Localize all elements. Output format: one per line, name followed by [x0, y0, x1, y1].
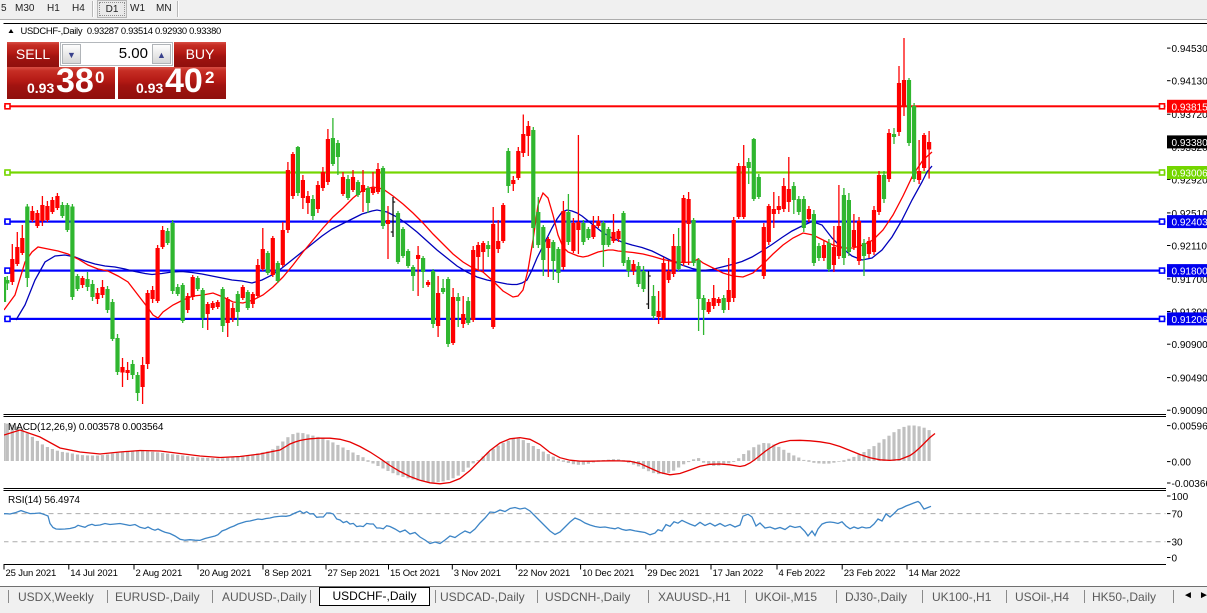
- svg-text:0: 0: [1172, 554, 1178, 565]
- svg-text:-0.00366: -0.00366: [1172, 479, 1207, 490]
- svg-text:0.91206: 0.91206: [1172, 315, 1207, 326]
- svg-text:0.90900: 0.90900: [1172, 340, 1207, 351]
- svg-text:0.91700: 0.91700: [1172, 275, 1207, 286]
- svg-text:0.92920: 0.92920: [1172, 175, 1207, 186]
- svg-text:0.90490: 0.90490: [1172, 374, 1207, 385]
- svg-text:MACD(12,26,9) 0.003578 0.00356: MACD(12,26,9) 0.003578 0.003564: [8, 422, 164, 433]
- svg-text:29 Dec 2021: 29 Dec 2021: [647, 568, 699, 579]
- svg-text:0.93815: 0.93815: [1172, 102, 1207, 113]
- svg-text:0.92403: 0.92403: [1172, 218, 1207, 229]
- svg-text:22 Nov 2021: 22 Nov 2021: [518, 568, 570, 579]
- svg-text:RSI(14) 56.4974: RSI(14) 56.4974: [8, 495, 80, 506]
- svg-text:100: 100: [1172, 492, 1189, 503]
- svg-text:14 Mar 2022: 14 Mar 2022: [909, 568, 961, 579]
- svg-text:4 Feb 2022: 4 Feb 2022: [779, 568, 826, 579]
- svg-text:14 Jul 2021: 14 Jul 2021: [70, 568, 117, 579]
- svg-text:23 Feb 2022: 23 Feb 2022: [844, 568, 896, 579]
- svg-text:15 Oct 2021: 15 Oct 2021: [390, 568, 440, 579]
- svg-text:3 Nov 2021: 3 Nov 2021: [454, 568, 501, 579]
- svg-text:0.93006: 0.93006: [1172, 169, 1207, 180]
- svg-text:20 Aug 2021: 20 Aug 2021: [200, 568, 252, 579]
- svg-text:2 Aug 2021: 2 Aug 2021: [136, 568, 183, 579]
- svg-text:USDCHF-,Daily 0.93287 0.93514: USDCHF-,Daily 0.93287 0.93514 0.92930 0.…: [21, 25, 221, 36]
- svg-text:0.94530: 0.94530: [1172, 44, 1207, 55]
- svg-text:25 Jun 2021: 25 Jun 2021: [6, 568, 57, 579]
- svg-text:10 Dec 2021: 10 Dec 2021: [582, 568, 634, 579]
- svg-text:0.94130: 0.94130: [1172, 77, 1207, 88]
- svg-text:27 Sep 2021: 27 Sep 2021: [328, 568, 380, 579]
- svg-text:0.90090: 0.90090: [1172, 406, 1207, 417]
- svg-text:0.91800: 0.91800: [1172, 267, 1207, 278]
- svg-text:0.93720: 0.93720: [1172, 110, 1207, 121]
- svg-text:30: 30: [1172, 538, 1184, 549]
- svg-text:0.00: 0.00: [1172, 458, 1192, 469]
- svg-text:0.92510: 0.92510: [1172, 209, 1207, 220]
- svg-text:0.92110: 0.92110: [1172, 242, 1207, 253]
- svg-text:8 Sep 2021: 8 Sep 2021: [265, 568, 312, 579]
- svg-text:0.005963: 0.005963: [1172, 422, 1207, 433]
- svg-text:0.93380: 0.93380: [1172, 138, 1207, 149]
- svg-text:70: 70: [1172, 510, 1184, 521]
- svg-text:17 Jan 2022: 17 Jan 2022: [713, 568, 764, 579]
